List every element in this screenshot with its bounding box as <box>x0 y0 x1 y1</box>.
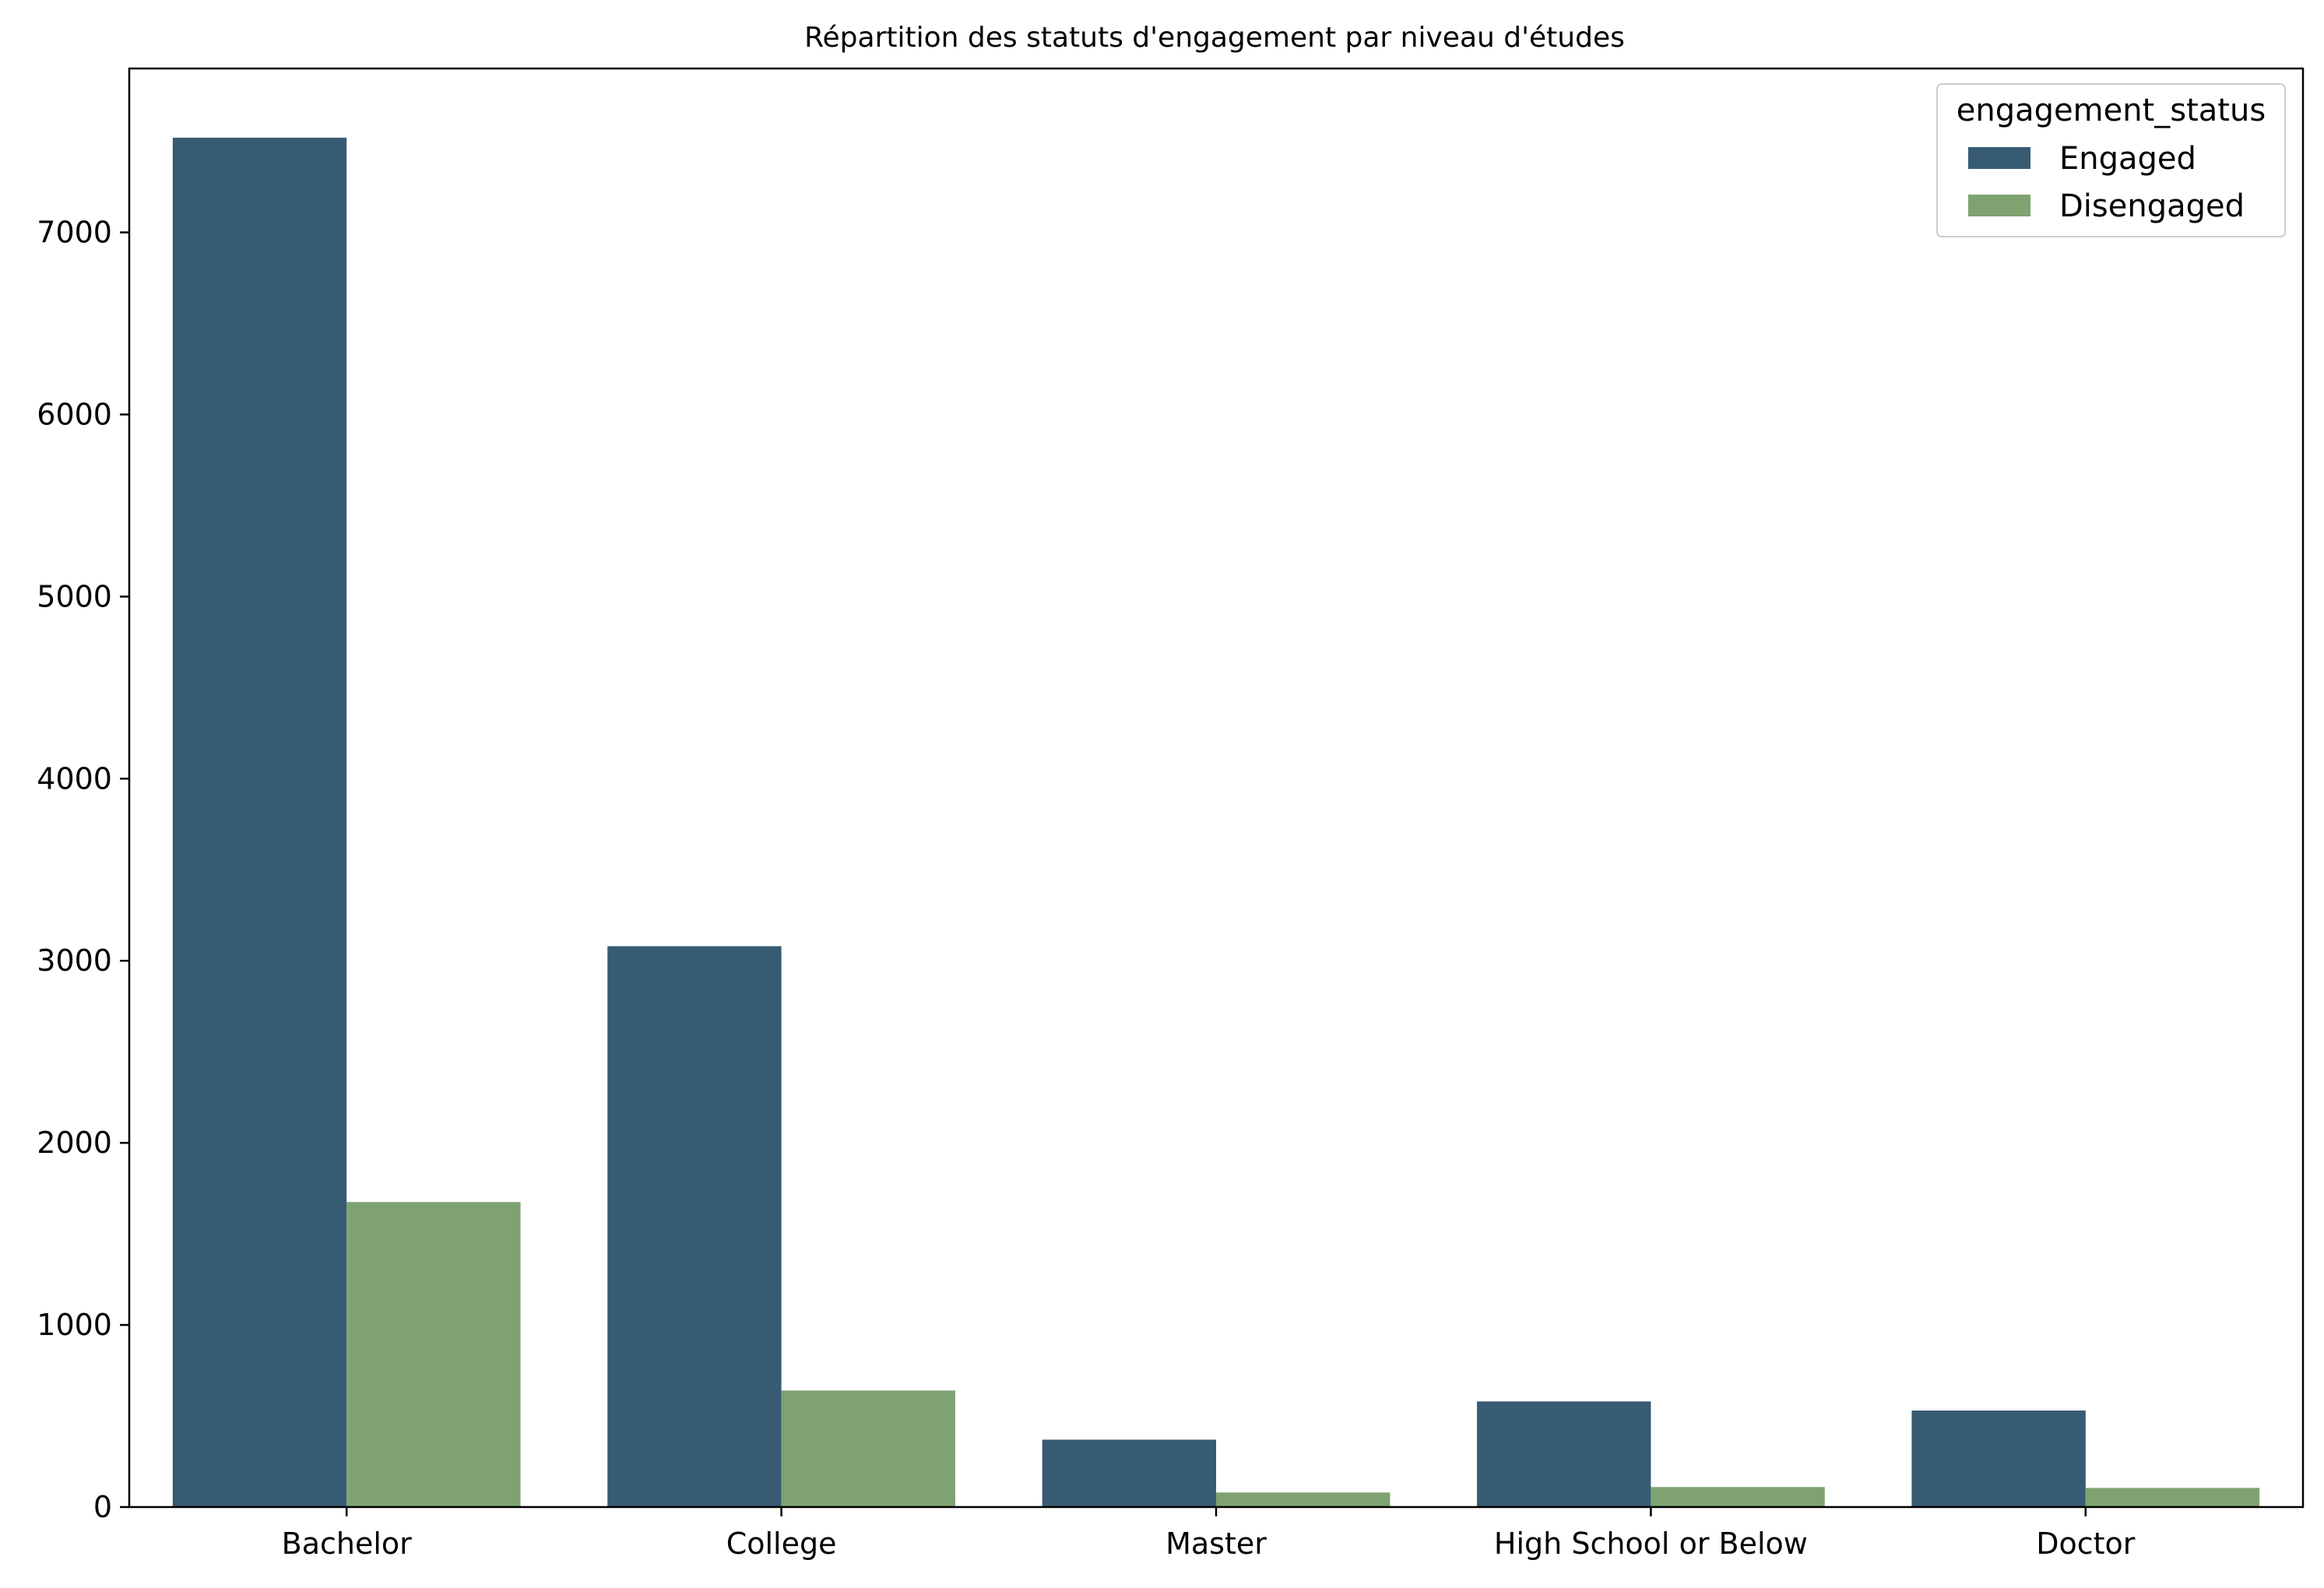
y-tick-label: 6000 <box>37 397 112 431</box>
bar-disengaged-college <box>781 1390 955 1507</box>
bars-layer <box>172 137 2260 1508</box>
bar-engaged-master <box>1042 1439 1216 1507</box>
x-tick-label: Doctor <box>2036 1527 2136 1561</box>
bar-engaged-high-school-or-below <box>1477 1401 1651 1507</box>
bar-disengaged-high-school-or-below <box>1651 1487 1825 1507</box>
legend-label-engaged: Engaged <box>2059 141 2196 177</box>
y-tick-label: 0 <box>93 1490 112 1524</box>
y-tick-label: 3000 <box>37 943 112 978</box>
legend-label-disengaged: Disengaged <box>2059 188 2245 224</box>
y-tick-label: 1000 <box>37 1308 112 1342</box>
legend-swatch-disengaged <box>1968 195 2030 216</box>
x-tick-label: Bachelor <box>282 1527 413 1561</box>
bar-engaged-college <box>607 946 782 1507</box>
bar-disengaged-master <box>1216 1492 1391 1507</box>
bar-disengaged-doctor <box>2085 1488 2260 1507</box>
legend: engagement_status Engaged Disengaged <box>1936 83 2286 237</box>
y-tick-label: 2000 <box>37 1126 112 1160</box>
x-tick-label: College <box>726 1527 837 1561</box>
y-tick-label: 7000 <box>37 216 112 250</box>
chart-title: Répartition des statuts d'engagement par… <box>804 22 1625 54</box>
legend-swatch-engaged <box>1968 147 2030 169</box>
axes-layer: 0 1000 2000 3000 4000 5000 6000 7000 Bachelor Col… <box>37 67 2305 1561</box>
bar-engaged-doctor <box>1911 1411 2086 1507</box>
x-tick-label: High School or Below <box>1494 1527 1808 1561</box>
x-tick-label: Master <box>1166 1527 1267 1561</box>
y-tick-label: 4000 <box>37 761 112 796</box>
y-tick-label: 5000 <box>37 579 112 613</box>
legend-title: engagement_status <box>1957 93 2266 128</box>
bar-disengaged-bachelor <box>346 1202 521 1507</box>
bar-engaged-bachelor <box>172 137 347 1508</box>
